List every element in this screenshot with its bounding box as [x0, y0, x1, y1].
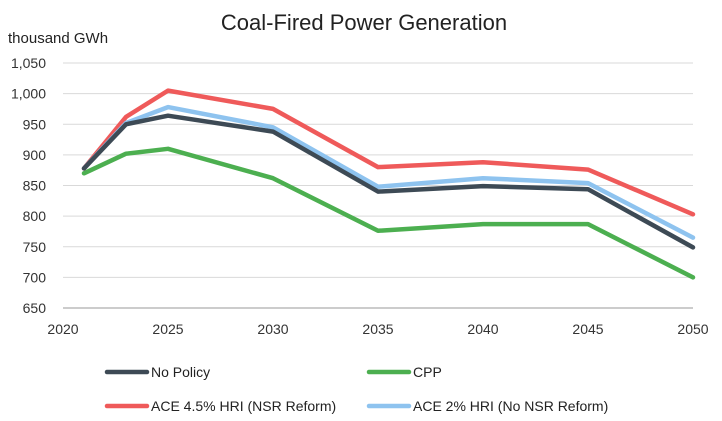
x-tick-label: 2020	[47, 321, 78, 337]
series-lines	[81, 88, 696, 280]
series-line-ace-2-hri-no-nsr-reform	[81, 104, 696, 240]
y-tick-label: 850	[23, 178, 47, 194]
y-tick-label: 800	[23, 208, 47, 224]
x-tick-label: 2045	[572, 321, 603, 337]
legend-label-no-policy: No Policy	[151, 364, 210, 380]
legend-label-ace-2-hri-no-nsr-reform: ACE 2% HRI (No NSR Reform)	[413, 398, 608, 414]
x-tick-label: 2030	[257, 321, 288, 337]
series-line-cpp	[81, 146, 696, 280]
y-tick-label: 1,000	[11, 86, 46, 102]
legend: No Policy CPP ACE 4.5% HRI (NSR Reform) ACE…	[104, 364, 608, 414]
y-tick-label: 700	[23, 269, 47, 285]
y-tick-label: 650	[23, 300, 47, 316]
x-tick-labels: 2020 2025 2030 2035 2040 2045 2050	[47, 321, 708, 337]
y-tick-labels: 650 700 750 800 850 900 950 1,000 1,050	[11, 55, 46, 316]
x-tick-label: 2025	[152, 321, 183, 337]
chart-title: Coal-Fired Power Generation	[221, 10, 507, 35]
legend-label-ace-4-5-hri-nsr-reform: ACE 4.5% HRI (NSR Reform)	[151, 398, 336, 414]
series-line-no-policy	[81, 113, 696, 250]
y-tick-label: 1,050	[11, 55, 46, 71]
x-tick-label: 2040	[467, 321, 498, 337]
legend-label-cpp: CPP	[413, 364, 442, 380]
series-line-ace-4-5-hri-nsr-reform	[81, 88, 696, 217]
y-tick-label: 750	[23, 239, 47, 255]
y-axis-label: thousand GWh	[8, 30, 108, 47]
x-tick-label: 2035	[362, 321, 393, 337]
y-tick-label: 900	[23, 147, 47, 163]
y-tick-label: 950	[23, 116, 47, 132]
x-tick-label: 2050	[677, 321, 708, 337]
